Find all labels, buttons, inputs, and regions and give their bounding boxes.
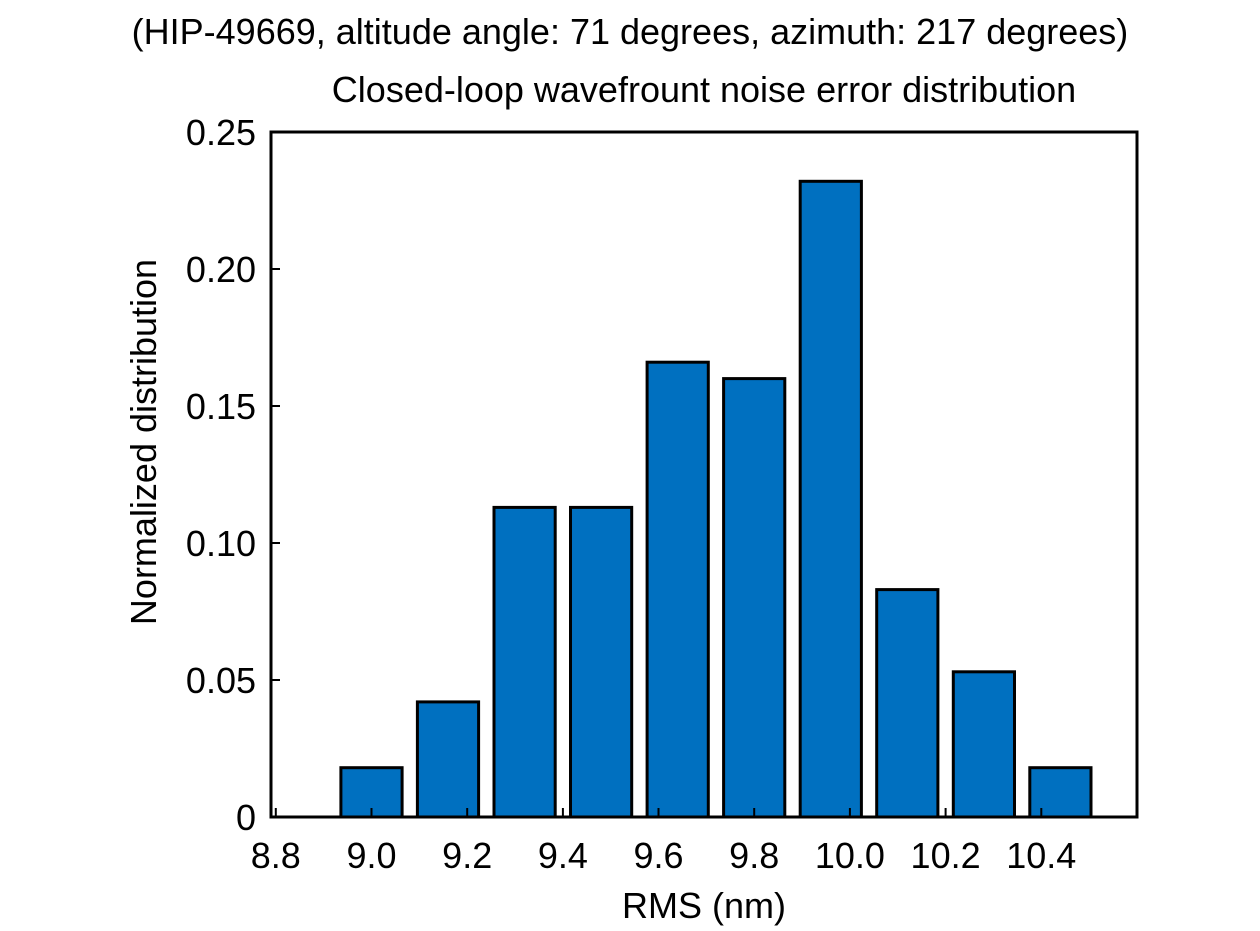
x-tick-label: 9.0: [346, 835, 396, 876]
y-tick-label: 0.05: [186, 660, 256, 701]
histogram-bar: [415, 700, 481, 819]
y-axis-label: Normalized distribution: [123, 259, 164, 625]
histogram-bar: [1028, 766, 1093, 819]
plot-frame: [269, 130, 1139, 819]
y-tick-label: 0.15: [186, 386, 256, 427]
y-tick-label: 0.20: [186, 249, 256, 290]
y-tick-label: 0.10: [186, 523, 256, 564]
y-tick-label: 0: [236, 797, 256, 838]
chart-title: Closed-loop wavefrount noise error distr…: [331, 69, 1077, 110]
histogram-bar: [722, 377, 787, 819]
histogram-bar: [492, 505, 557, 819]
chart-subtitle: (HIP-49669, altitude angle: 71 degrees, …: [131, 11, 1129, 52]
x-tick-label: 10.2: [911, 835, 981, 876]
x-tick-label: 10.4: [1006, 835, 1076, 876]
y-tick-label: 0.25: [186, 112, 256, 153]
histogram-bar: [875, 588, 940, 819]
x-tick-label: 10.0: [815, 835, 885, 876]
ticks-layer: 8.8 9.0 9.2 9.4 9.6 9.8 10.0 10.2 10.4 0 0.05 0.10 0…: [186, 112, 1076, 876]
x-tick-label: 9.6: [633, 835, 683, 876]
histogram-bar: [798, 179, 863, 819]
x-tick-label: 8.8: [251, 835, 301, 876]
histogram-bar: [569, 505, 634, 819]
x-tick-label: 9.8: [729, 835, 779, 876]
bars-layer: [339, 179, 1093, 819]
x-tick-label: 9.2: [442, 835, 492, 876]
histogram-bar: [951, 670, 1016, 819]
histogram-bar: [645, 360, 710, 819]
x-axis-label: RMS (nm): [622, 885, 786, 926]
x-tick-label: 9.4: [538, 835, 588, 876]
